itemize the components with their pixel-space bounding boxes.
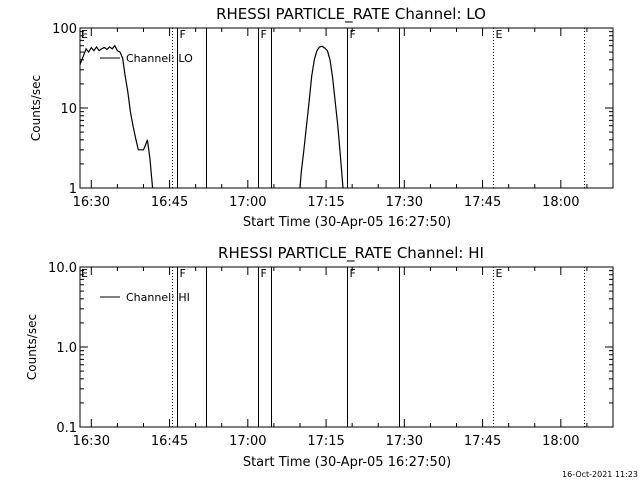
y-tick-label: 100 bbox=[52, 22, 77, 37]
x-tick-label: 16:30 bbox=[73, 434, 110, 449]
x-tick-label: 17:30 bbox=[386, 434, 423, 449]
chart-lo-panel: RHESSI PARTICLE_RATE Channel: LO Counts/… bbox=[29, 5, 614, 230]
event-label: E bbox=[496, 267, 503, 280]
chart-lo-xlabel: Start Time (30-Apr-05 16:27:50) bbox=[243, 215, 451, 230]
y-tick-label: 0.1 bbox=[56, 421, 77, 436]
chart-hi-xlabel: Start Time (30-Apr-05 16:27:50) bbox=[243, 455, 451, 470]
chart-hi-ylabel: Counts/sec bbox=[25, 314, 39, 380]
corner-label: E bbox=[81, 267, 88, 280]
y-tick-label: 1 bbox=[69, 182, 77, 197]
x-tick-label: 17:30 bbox=[386, 195, 423, 210]
chart-hi-panel: RHESSI PARTICLE_RATE Channel: HI Counts/… bbox=[25, 244, 614, 470]
x-tick-label: 16:45 bbox=[151, 434, 188, 449]
x-tick-label: 18:00 bbox=[542, 195, 579, 210]
chart-hi-title: RHESSI PARTICLE_RATE Channel: HI bbox=[218, 244, 484, 263]
x-tick-label: 18:00 bbox=[542, 434, 579, 449]
x-tick-label: 17:15 bbox=[307, 434, 344, 449]
event-label: F bbox=[180, 267, 186, 280]
x-tick-label: 16:30 bbox=[73, 195, 110, 210]
event-label: F bbox=[350, 267, 356, 280]
y-tick-label: 10.0 bbox=[48, 261, 77, 276]
x-tick-label: 17:00 bbox=[229, 434, 266, 449]
series-line-lo bbox=[79, 44, 154, 189]
event-label: E bbox=[496, 28, 503, 41]
series-line-lo bbox=[299, 45, 344, 189]
chart-lo-ylabel: Counts/sec bbox=[29, 75, 43, 141]
event-label: F bbox=[261, 28, 267, 41]
x-tick-label: 17:45 bbox=[464, 195, 501, 210]
x-tick-label: 17:00 bbox=[229, 195, 266, 210]
event-label: F bbox=[261, 267, 267, 280]
x-tick-label: 17:45 bbox=[464, 434, 501, 449]
y-tick-label: 10 bbox=[60, 102, 77, 117]
x-tick-label: 16:45 bbox=[151, 195, 188, 210]
corner-label: E bbox=[81, 28, 88, 41]
y-tick-label: 1.0 bbox=[56, 341, 77, 356]
legend-label: Channel: HI bbox=[126, 291, 190, 304]
legend-label: Channel: LO bbox=[126, 52, 193, 65]
event-label: F bbox=[180, 28, 186, 41]
chart-lo-title: RHESSI PARTICLE_RATE Channel: LO bbox=[216, 5, 486, 24]
x-tick-label: 17:15 bbox=[307, 195, 344, 210]
date-stamp: 16-Oct-2021 11:23 bbox=[562, 470, 638, 479]
event-label: F bbox=[350, 28, 356, 41]
